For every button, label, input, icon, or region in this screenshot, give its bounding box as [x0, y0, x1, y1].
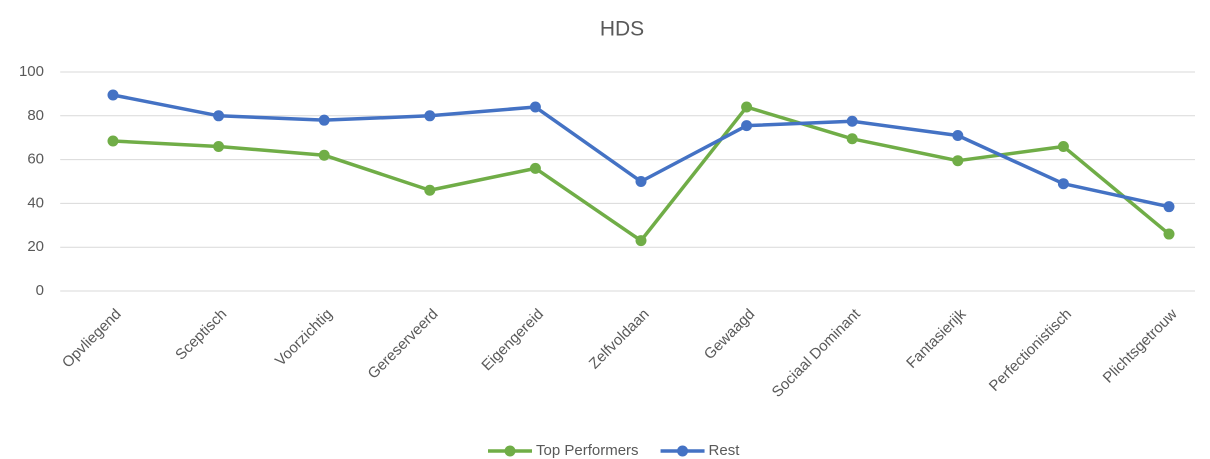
- data-point: [529, 162, 541, 174]
- chart-title: HDS: [600, 18, 644, 41]
- data-point: [1057, 140, 1069, 152]
- data-point: [1057, 178, 1069, 190]
- data-point: [635, 176, 647, 187]
- legend-label: Top Performers: [536, 442, 639, 459]
- data-point: [846, 115, 858, 127]
- y-tick-label: 20: [27, 238, 44, 255]
- legend-item: Top Performers: [488, 442, 639, 459]
- x-tick-label: Perfectionistisch: [986, 306, 1075, 395]
- data-point: [318, 114, 330, 126]
- data-point: [424, 184, 436, 196]
- x-tick-label: Fantasierijk: [903, 305, 970, 372]
- y-tick-label: 80: [27, 107, 44, 124]
- data-point: [952, 130, 964, 142]
- y-tick-label: 100: [19, 63, 44, 80]
- x-tick-label: Opvliegend: [59, 306, 125, 372]
- data-point: [213, 110, 225, 122]
- legend-marker: [504, 445, 516, 457]
- series-line: [112, 105, 1171, 243]
- x-tick-label: Sociaal Dominant: [769, 305, 865, 401]
- data-point: [107, 135, 119, 147]
- data-point: [529, 101, 541, 113]
- x-tick-label: Gewaagd: [701, 306, 758, 363]
- x-tick-label: Gereserveerd: [365, 306, 442, 383]
- x-tick-label: Sceptisch: [172, 306, 230, 364]
- data-point: [107, 89, 119, 101]
- legend-marker: [677, 445, 689, 457]
- x-tick-label: Voorzichtig: [272, 306, 336, 370]
- y-tick-label: 40: [27, 194, 44, 211]
- x-tick-label: Plichtsgetrouw: [1100, 305, 1181, 386]
- data-point: [1163, 228, 1175, 240]
- y-tick-label: 60: [27, 151, 44, 168]
- data-point: [741, 120, 753, 132]
- data-point: [424, 110, 436, 122]
- x-tick-label: Zelfvoldaan: [586, 306, 653, 373]
- data-point: [318, 149, 330, 161]
- data-point: [1163, 201, 1175, 213]
- data-point: [635, 235, 647, 247]
- data-point: [741, 101, 753, 113]
- data-point: [952, 155, 964, 167]
- data-point: [846, 133, 858, 145]
- y-tick-label: 0: [36, 282, 44, 299]
- x-tick-label: Eigengereid: [478, 306, 547, 375]
- data-point: [213, 140, 225, 152]
- legend-item: Rest: [660, 442, 741, 459]
- legend-label: Rest: [709, 442, 741, 459]
